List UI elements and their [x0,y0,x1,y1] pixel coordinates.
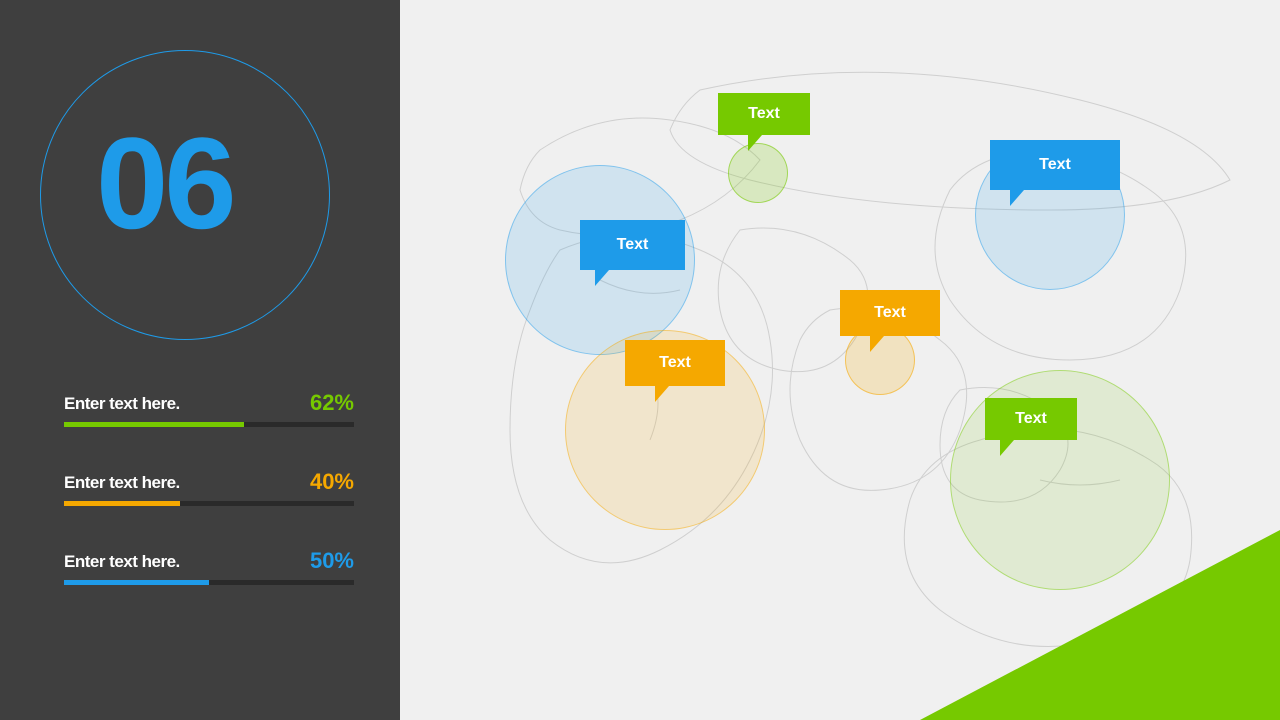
map-callout-south-asia: Text [840,290,940,336]
callout-label: Text [718,93,810,135]
metric-fill [64,501,180,506]
map-callout-east-asia: Text [990,140,1120,190]
metric-fill [64,580,209,585]
slide-stage: Text Text Text Text Text Text 06 Enter text h… [0,0,1280,720]
map-callout-africa: Text [625,340,725,386]
metric-value: 40% [310,469,354,495]
callout-label: Text [990,140,1120,190]
callout-label: Text [625,340,725,386]
callout-tail-icon [655,386,669,402]
metric-track [64,422,354,427]
callout-tail-icon [1000,440,1014,456]
slide-number: 06 [96,108,233,258]
metric-value: 62% [310,390,354,416]
metric-value: 50% [310,548,354,574]
callout-label: Text [840,290,940,336]
callout-tail-icon [748,135,762,151]
callout-label: Text [580,220,685,270]
map-callout-europe: Text [580,220,685,270]
metric-track [64,580,354,585]
corner-triangle-accent [920,530,1280,720]
metric-fill [64,422,244,427]
callout-tail-icon [595,270,609,286]
callout-tail-icon [870,336,884,352]
metric-row: Enter text here.62% [64,394,354,427]
map-bubble-north-eurasia [728,143,788,203]
callout-label: Text [985,398,1077,440]
map-callout-north-eurasia: Text [718,93,810,135]
sidebar-panel: 06 Enter text here.62% Enter text here.40… [0,0,400,720]
map-callout-oceania: Text [985,398,1077,440]
callout-tail-icon [1010,190,1024,206]
metric-row: Enter text here.40% [64,473,354,506]
metric-track [64,501,354,506]
metric-row: Enter text here.50% [64,552,354,585]
